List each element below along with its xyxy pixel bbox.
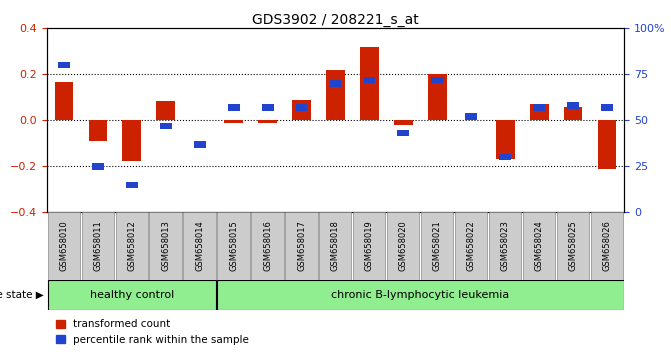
Bar bbox=[387, 212, 419, 280]
Bar bbox=[58, 62, 70, 68]
Bar bbox=[224, 120, 243, 123]
Bar bbox=[48, 280, 216, 310]
Bar bbox=[48, 212, 80, 280]
Bar bbox=[92, 163, 104, 170]
Bar bbox=[364, 77, 375, 83]
Bar bbox=[217, 280, 624, 310]
Text: GSM658026: GSM658026 bbox=[603, 221, 611, 272]
Text: disease state ▶: disease state ▶ bbox=[0, 290, 44, 300]
Bar bbox=[496, 120, 515, 159]
Text: GSM658024: GSM658024 bbox=[535, 221, 544, 272]
Bar bbox=[360, 47, 379, 120]
Bar bbox=[126, 182, 138, 188]
Bar bbox=[123, 120, 141, 161]
Bar bbox=[567, 102, 579, 109]
Bar bbox=[431, 77, 444, 83]
Text: GSM658012: GSM658012 bbox=[127, 221, 136, 272]
Bar bbox=[252, 212, 284, 280]
Bar bbox=[82, 212, 114, 280]
Bar bbox=[293, 100, 311, 120]
Bar bbox=[455, 212, 487, 280]
Bar bbox=[115, 212, 148, 280]
Bar bbox=[489, 212, 521, 280]
Text: GSM658011: GSM658011 bbox=[93, 221, 103, 272]
Bar bbox=[499, 154, 511, 160]
Bar bbox=[530, 104, 548, 120]
Text: GSM658010: GSM658010 bbox=[60, 221, 68, 272]
Text: GSM658015: GSM658015 bbox=[229, 221, 238, 272]
Bar bbox=[156, 101, 175, 120]
Bar bbox=[258, 120, 277, 123]
Bar bbox=[150, 212, 182, 280]
Text: GSM658016: GSM658016 bbox=[263, 221, 272, 272]
Bar bbox=[227, 104, 240, 111]
Text: GSM658025: GSM658025 bbox=[568, 221, 578, 272]
Bar bbox=[183, 212, 215, 280]
Bar bbox=[262, 104, 274, 111]
Bar bbox=[353, 212, 385, 280]
Bar bbox=[590, 212, 623, 280]
Bar bbox=[421, 212, 454, 280]
Bar bbox=[523, 212, 555, 280]
Bar bbox=[557, 212, 589, 280]
Bar bbox=[564, 107, 582, 120]
Legend: transformed count, percentile rank within the sample: transformed count, percentile rank withi… bbox=[52, 315, 253, 349]
Bar bbox=[160, 123, 172, 129]
Text: GSM658022: GSM658022 bbox=[467, 221, 476, 272]
Bar bbox=[296, 104, 307, 111]
Bar bbox=[329, 80, 342, 87]
Bar bbox=[54, 82, 73, 120]
Bar bbox=[194, 141, 205, 148]
Text: GSM658013: GSM658013 bbox=[161, 221, 170, 272]
Text: chronic B-lymphocytic leukemia: chronic B-lymphocytic leukemia bbox=[331, 290, 509, 300]
Bar bbox=[601, 104, 613, 111]
Text: healthy control: healthy control bbox=[90, 290, 174, 300]
Bar bbox=[217, 212, 250, 280]
Text: GSM658019: GSM658019 bbox=[365, 221, 374, 272]
Bar bbox=[428, 74, 447, 120]
Bar bbox=[89, 120, 107, 141]
Title: GDS3902 / 208221_s_at: GDS3902 / 208221_s_at bbox=[252, 13, 419, 27]
Bar bbox=[285, 212, 317, 280]
Text: GSM658014: GSM658014 bbox=[195, 221, 204, 272]
Bar bbox=[394, 120, 413, 125]
Text: GSM658018: GSM658018 bbox=[331, 221, 340, 272]
Text: GSM658017: GSM658017 bbox=[297, 221, 306, 272]
Bar bbox=[465, 113, 477, 120]
Text: GSM658021: GSM658021 bbox=[433, 221, 442, 272]
Bar bbox=[533, 104, 545, 111]
Text: GSM658023: GSM658023 bbox=[501, 221, 510, 272]
Text: GSM658020: GSM658020 bbox=[399, 221, 408, 272]
Bar bbox=[319, 212, 352, 280]
Bar bbox=[326, 70, 345, 120]
Bar bbox=[598, 120, 617, 169]
Bar bbox=[397, 130, 409, 137]
